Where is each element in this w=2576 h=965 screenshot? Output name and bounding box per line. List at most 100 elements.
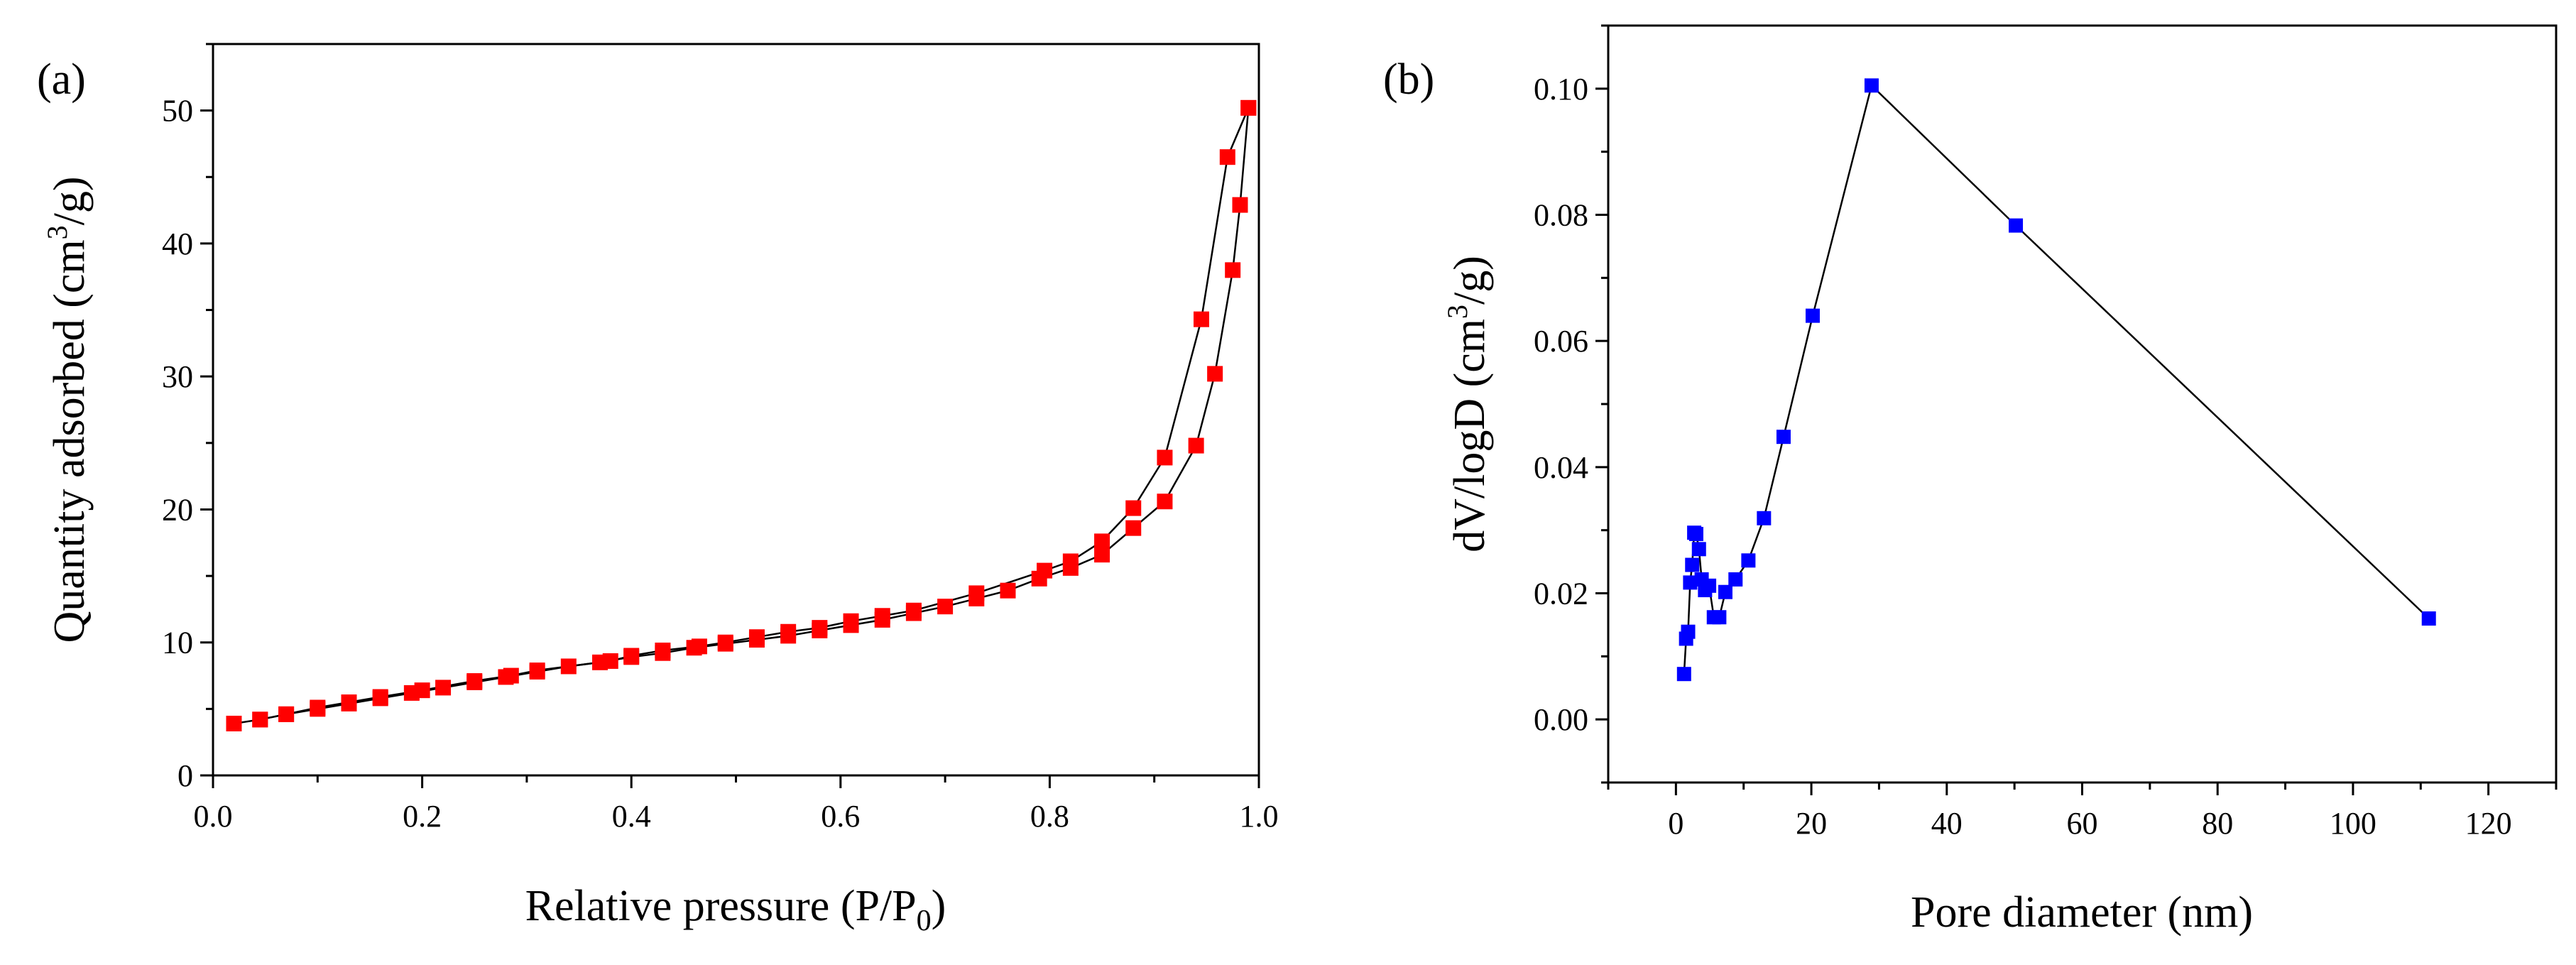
panel-b-points	[1676, 78, 2436, 682]
y-tick-label: 40	[162, 227, 193, 261]
y-tick-label: 0.02	[1534, 577, 1588, 611]
data-point	[874, 608, 890, 624]
series-line-desorption	[260, 107, 1250, 721]
data-point	[1712, 610, 1727, 625]
data-point	[1037, 562, 1053, 579]
data-point	[1864, 78, 1879, 93]
data-point	[780, 623, 797, 640]
x-tick-label: 20	[1796, 806, 1827, 841]
data-point	[1094, 533, 1110, 550]
data-point	[1219, 149, 1235, 165]
data-point	[1691, 542, 1706, 557]
data-point	[278, 706, 295, 722]
data-point	[1805, 308, 1820, 323]
panel-a-label: (a)	[37, 55, 86, 104]
data-point	[1157, 494, 1173, 510]
data-point	[529, 663, 545, 679]
panel-b-label: (b)	[1383, 55, 1434, 104]
x-tick-label: 0.0	[194, 799, 233, 834]
series-line-pore-size-distribution	[1683, 84, 2430, 675]
data-point	[310, 699, 326, 716]
data-point	[1125, 500, 1142, 516]
data-point	[1125, 520, 1142, 536]
data-point	[466, 673, 483, 689]
panel-b-y-axis-title: dV/logD (cm3/g)	[1441, 256, 1494, 552]
data-point	[691, 638, 707, 655]
data-point	[812, 620, 828, 636]
y-tick-label: 30	[162, 359, 193, 394]
panel-a-points	[226, 99, 1257, 731]
data-point	[372, 689, 388, 705]
data-point	[1157, 449, 1173, 466]
y-tick-label: 0.00	[1534, 702, 1588, 737]
data-point	[937, 599, 954, 615]
x-tick-label: 0.2	[403, 799, 442, 834]
x-tick-label: 40	[1931, 806, 1963, 841]
y-tick-label: 0	[178, 758, 193, 793]
y-tick-label: 0.10	[1534, 72, 1588, 107]
data-point	[1207, 366, 1223, 382]
x-tick-label: 0.8	[1030, 799, 1069, 834]
y-tick-label: 0.08	[1534, 198, 1588, 233]
data-point	[1225, 262, 1241, 278]
data-point	[968, 585, 985, 601]
data-point	[1062, 553, 1079, 569]
panel-a: (a) 0.0 0.2 0.4 0.6 0.8 1.0 0 10 20 30 40 50 Relat…	[37, 43, 1279, 937]
data-point	[503, 667, 519, 684]
panel-a-y-ticks: 0 10 20 30 40 50	[162, 43, 213, 793]
panel-a-lines	[234, 107, 1250, 725]
data-point	[1193, 311, 1209, 327]
panel-a-x-ticks: 0.0 0.2 0.4 0.6 0.8 1.0	[194, 775, 1279, 834]
data-point	[1728, 572, 1743, 587]
data-point	[717, 634, 733, 650]
x-tick-label: 120	[2465, 806, 2512, 841]
panel-b: (b) 0 20 40 60 80 100 120 0.00 0.02 0.04 0.06 0.08…	[1383, 24, 2558, 937]
data-point	[1741, 553, 1756, 568]
data-point	[414, 682, 430, 699]
data-point	[1776, 430, 1791, 445]
data-point	[1685, 557, 1700, 572]
y-tick-label: 0.06	[1534, 324, 1588, 359]
series-line-adsorption	[234, 107, 1250, 725]
data-point	[1757, 511, 1772, 525]
x-tick-label: 1.0	[1240, 799, 1279, 834]
x-tick-label: 60	[2067, 806, 2098, 841]
data-point	[1094, 547, 1110, 563]
data-point	[1718, 584, 1732, 599]
panel-a-y-axis-title: Quantity adsorbed (cm3/g)	[41, 176, 94, 643]
panel-b-x-axis-title: Pore diameter (nm)	[1911, 888, 2253, 937]
data-point	[843, 613, 859, 629]
data-point	[1676, 667, 1691, 682]
panel-b-axes-frame	[1607, 24, 2558, 784]
panel-b-plot-area: 0 20 40 60 80 100 120 0.00 0.02 0.04 0.06 0.08 0.10	[1534, 24, 2558, 841]
panel-b-y-ticks: 0.00 0.02 0.04 0.06 0.08 0.10	[1534, 24, 1608, 784]
data-point	[748, 629, 765, 645]
data-point	[1000, 582, 1016, 599]
data-point	[252, 712, 268, 728]
data-point	[1232, 197, 1248, 213]
data-point	[602, 653, 618, 669]
data-point	[1683, 575, 1698, 590]
y-tick-label: 50	[162, 94, 193, 129]
data-point	[1188, 437, 1204, 454]
data-point	[905, 602, 922, 618]
data-point	[226, 715, 242, 731]
y-tick-label: 20	[162, 492, 193, 527]
x-tick-label: 0.6	[821, 799, 860, 834]
data-point	[1681, 624, 1696, 639]
data-point	[1702, 578, 1717, 593]
x-tick-label: 100	[2330, 806, 2376, 841]
data-point	[1240, 99, 1257, 116]
y-tick-label: 0.04	[1534, 450, 1588, 485]
data-point	[623, 648, 640, 664]
data-point	[2009, 218, 2024, 233]
panel-b-lines	[1683, 84, 2430, 675]
panel-a-x-axis-title: Relative pressure (P/P0)	[525, 882, 946, 937]
x-tick-label: 80	[2202, 806, 2233, 841]
x-tick-label: 0.4	[612, 799, 651, 834]
x-tick-label: 0	[1668, 806, 1683, 841]
data-point	[2421, 611, 2436, 626]
data-point	[435, 680, 452, 696]
y-tick-label: 10	[162, 626, 193, 660]
